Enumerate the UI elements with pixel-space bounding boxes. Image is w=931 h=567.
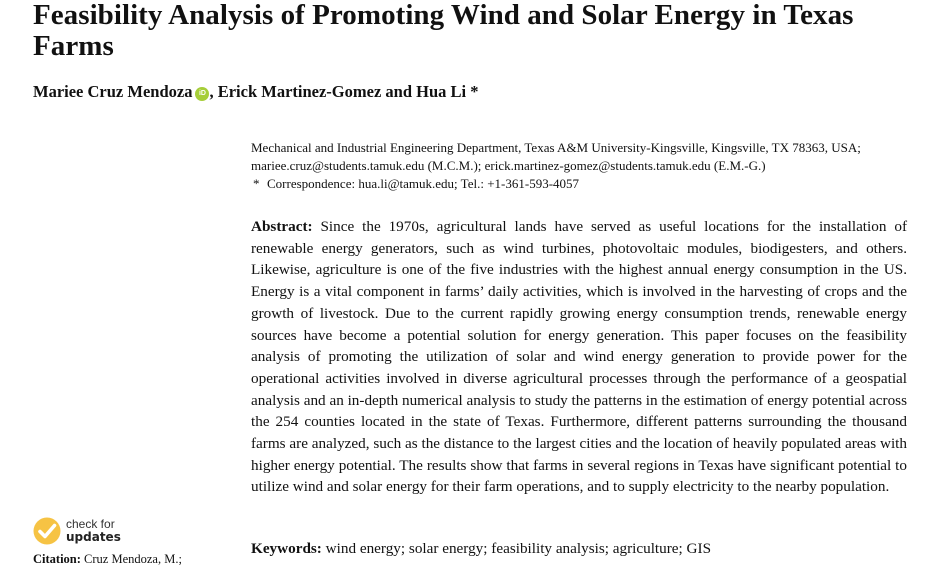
citation: Citation: Cruz Mendoza, M.; — [33, 552, 182, 567]
citation-text: Cruz Mendoza, M.; — [80, 552, 182, 566]
asterisk-marker: * — [253, 176, 260, 191]
orcid-icon[interactable]: iD — [195, 87, 210, 101]
author-name: Mariee Cruz Mendoza — [33, 82, 193, 101]
citation-label: Citation: — [33, 552, 81, 566]
check-for-label: check for — [66, 517, 115, 531]
abstract: Abstract: Since the 1970s, agricultural … — [251, 216, 907, 498]
checkmark-badge-icon — [33, 517, 61, 545]
keywords-text: wind energy; solar energy; feasibility a… — [321, 540, 712, 557]
check-for-updates-button[interactable]: check for updates — [33, 517, 143, 547]
correspondence-text: Correspondence: hua.li@tamuk.edu; Tel.: … — [267, 176, 580, 191]
keywords: Keywords: wind energy; solar energy; fea… — [251, 538, 907, 560]
keywords-label: Keywords: — [251, 540, 322, 557]
correspondence-line: * Correspondence: hua.li@tamuk.edu; Tel.:… — [251, 175, 921, 193]
updates-label: updates — [66, 530, 121, 544]
abstract-label: Abstract: — [251, 218, 313, 235]
author-names-rest: , Erick Martinez-Gomez and Hua Li * — [209, 82, 479, 101]
affiliation-block: Mechanical and Industrial Engineering De… — [251, 139, 921, 193]
paper-title: Feasibility Analysis of Promoting Wind a… — [33, 0, 854, 62]
affiliation-line: Mechanical and Industrial Engineering De… — [251, 140, 861, 155]
author-list: Mariee Cruz Mendoza iD, Erick Martinez-Go… — [33, 82, 478, 102]
abstract-text: Since the 1970s, agricultural lands have… — [251, 218, 907, 496]
author-emails: mariee.cruz@students.tamuk.edu (M.C.M.);… — [251, 158, 766, 173]
